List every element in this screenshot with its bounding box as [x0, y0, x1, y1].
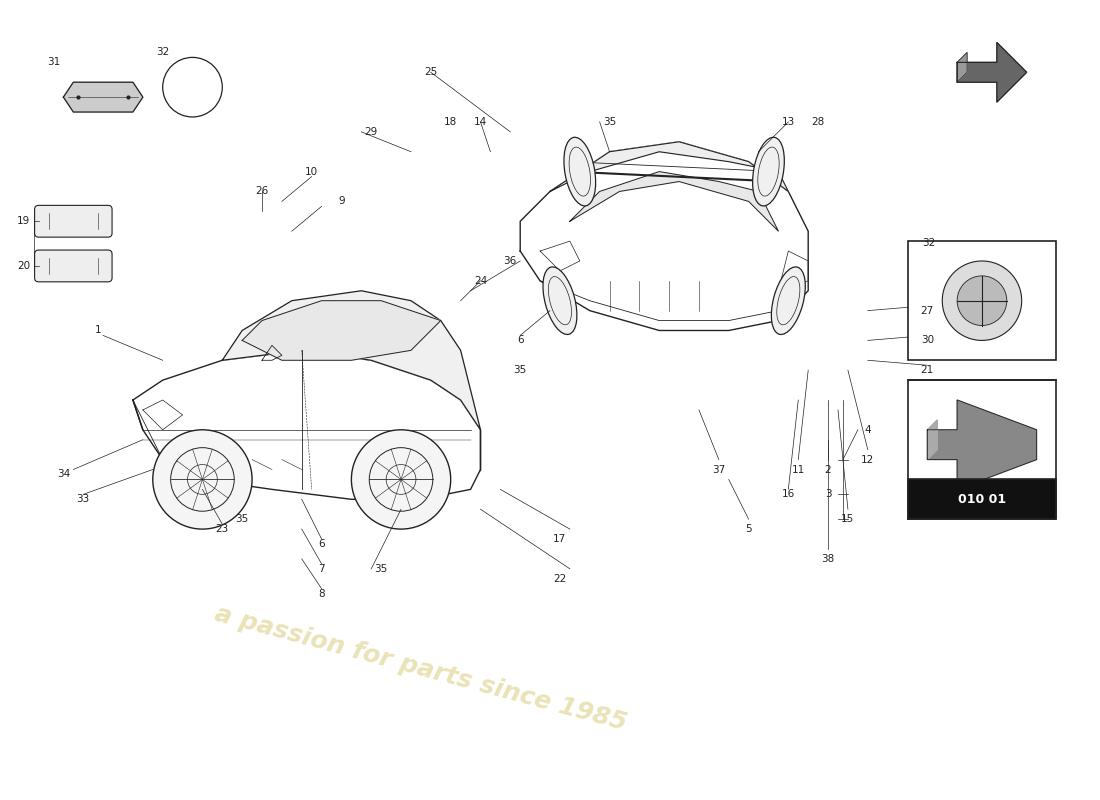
Text: 4: 4	[865, 425, 871, 434]
Polygon shape	[242, 301, 441, 360]
FancyBboxPatch shape	[34, 250, 112, 282]
Text: 16: 16	[782, 490, 795, 499]
Text: 8: 8	[318, 589, 324, 598]
Bar	[908, 380, 1056, 519]
Text: 1: 1	[95, 326, 101, 335]
Polygon shape	[957, 53, 967, 82]
Text: 31: 31	[47, 58, 60, 67]
Text: 22: 22	[553, 574, 566, 584]
Text: 27: 27	[921, 306, 934, 316]
Text: 3: 3	[825, 490, 832, 499]
Polygon shape	[64, 82, 143, 112]
Text: 11: 11	[792, 465, 805, 474]
Text: 26: 26	[255, 186, 268, 197]
Circle shape	[957, 276, 1006, 326]
Text: 37: 37	[712, 465, 725, 474]
Text: 30: 30	[921, 335, 934, 346]
Text: 35: 35	[603, 117, 616, 127]
Circle shape	[351, 430, 451, 529]
Text: 15: 15	[842, 514, 855, 524]
Text: 6: 6	[517, 335, 524, 346]
Text: 32: 32	[923, 238, 936, 248]
Text: 7: 7	[318, 564, 324, 574]
FancyBboxPatch shape	[34, 206, 112, 237]
Text: a passion for parts since 1985: a passion for parts since 1985	[212, 602, 629, 734]
Text: 35: 35	[375, 564, 388, 574]
Polygon shape	[133, 350, 481, 499]
Polygon shape	[550, 142, 789, 191]
Bar	[908, 241, 1056, 360]
Text: 28: 28	[812, 117, 825, 127]
Text: 10: 10	[305, 166, 318, 177]
Circle shape	[943, 261, 1022, 341]
Text: 010 01: 010 01	[958, 493, 1007, 506]
Text: 12: 12	[861, 454, 875, 465]
Text: 14: 14	[474, 117, 487, 127]
Text: 34: 34	[57, 470, 70, 479]
Polygon shape	[927, 420, 937, 459]
Text: 6: 6	[318, 539, 324, 549]
Text: 35: 35	[514, 366, 527, 375]
Polygon shape	[927, 400, 1036, 490]
Text: 5: 5	[746, 524, 752, 534]
Bar	[908, 479, 1056, 519]
Text: 18: 18	[444, 117, 458, 127]
Text: 35: 35	[235, 514, 249, 524]
Text: 2: 2	[825, 465, 832, 474]
Text: 13: 13	[782, 117, 795, 127]
Polygon shape	[957, 42, 1026, 102]
Polygon shape	[222, 290, 481, 430]
Text: 24: 24	[474, 276, 487, 286]
Text: 19: 19	[18, 216, 31, 226]
Text: 36: 36	[504, 256, 517, 266]
Ellipse shape	[564, 138, 596, 206]
Text: 23: 23	[216, 524, 229, 534]
Text: 17: 17	[553, 534, 566, 544]
Text: 9: 9	[338, 196, 344, 206]
Text: 21: 21	[921, 366, 934, 375]
Text: 25: 25	[425, 67, 438, 78]
Text: 29: 29	[364, 127, 378, 137]
Ellipse shape	[752, 138, 784, 206]
Ellipse shape	[771, 267, 805, 334]
Polygon shape	[570, 171, 779, 231]
Text: 38: 38	[822, 554, 835, 564]
Text: 20: 20	[18, 261, 30, 271]
Ellipse shape	[543, 267, 576, 334]
Text: 32: 32	[156, 47, 169, 58]
Circle shape	[153, 430, 252, 529]
Text: 33: 33	[77, 494, 90, 504]
Polygon shape	[520, 142, 808, 330]
